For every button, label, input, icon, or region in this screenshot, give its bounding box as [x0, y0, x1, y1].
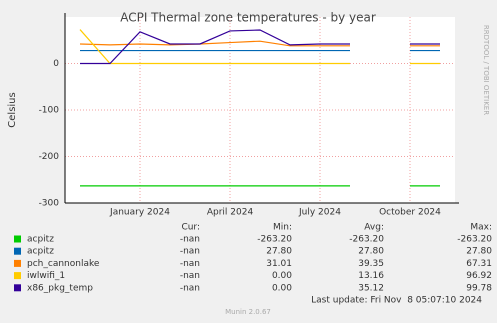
legend-label: acpitz — [27, 247, 54, 257]
legend-header: Avg: — [364, 223, 384, 233]
y-axis-label: Celsius — [7, 92, 18, 127]
legend-value: 31.01 — [266, 259, 292, 269]
legend-value: -263.20 — [457, 235, 492, 245]
legend-value: 99.78 — [466, 283, 492, 293]
y-tick-label: 0 — [53, 59, 59, 69]
series-line — [79, 29, 440, 65]
last-update: Last update: Fri Nov 8 05:07:10 2024 — [311, 296, 482, 306]
series-line — [80, 29, 440, 65]
side-label: RRDTOOL / TOBI OETIKER — [482, 25, 490, 115]
legend-value: 0.00 — [272, 271, 292, 281]
legend-label: iwlwifi_1 — [27, 271, 65, 281]
x-tick-label: January 2024 — [109, 208, 170, 218]
legend-swatch — [14, 259, 21, 267]
legend-swatch — [14, 284, 21, 292]
legend-label: pch_cannonlake — [27, 259, 100, 269]
legend-label: x86_pkg_temp — [27, 283, 93, 293]
legend-value: 27.80 — [358, 247, 384, 257]
legend-header: Cur: — [181, 223, 200, 233]
x-tick-label: July 2024 — [298, 208, 341, 218]
y-tick-label: -100 — [39, 106, 60, 116]
legend-value: 39.35 — [358, 259, 384, 269]
legend-value: 96.92 — [466, 271, 492, 281]
legend-value: -nan — [180, 259, 200, 269]
legend-value: 13.16 — [358, 271, 384, 281]
legend-value: 27.80 — [266, 247, 292, 257]
legend-value: -nan — [180, 283, 200, 293]
chart-title: ACPI Thermal zone temperatures - by year — [120, 11, 376, 25]
x-tick-label: October 2024 — [379, 208, 441, 218]
legend-value: 0.00 — [272, 283, 292, 293]
legend-label: acpitz — [27, 235, 54, 245]
series-line — [79, 40, 440, 47]
legend-value: 27.80 — [466, 247, 492, 257]
legend-value: 67.31 — [466, 259, 492, 269]
legend-value: 35.12 — [358, 283, 384, 293]
legend-swatch — [14, 272, 21, 280]
legend-value: -nan — [180, 247, 200, 257]
legend-header: Min: — [273, 223, 292, 233]
x-tick-label: April 2024 — [207, 208, 254, 218]
legend-value: -263.20 — [257, 235, 292, 245]
legend-value: -nan — [180, 235, 200, 245]
legend-value: -nan — [180, 271, 200, 281]
legend-value: -263.20 — [349, 235, 384, 245]
y-tick-label: -200 — [39, 152, 60, 162]
footer: Munin 2.0.67 — [225, 308, 271, 316]
legend-header: Max: — [470, 223, 492, 233]
legend-swatch — [14, 247, 21, 255]
y-tick-label: -300 — [39, 199, 60, 209]
legend-swatch — [14, 235, 21, 243]
